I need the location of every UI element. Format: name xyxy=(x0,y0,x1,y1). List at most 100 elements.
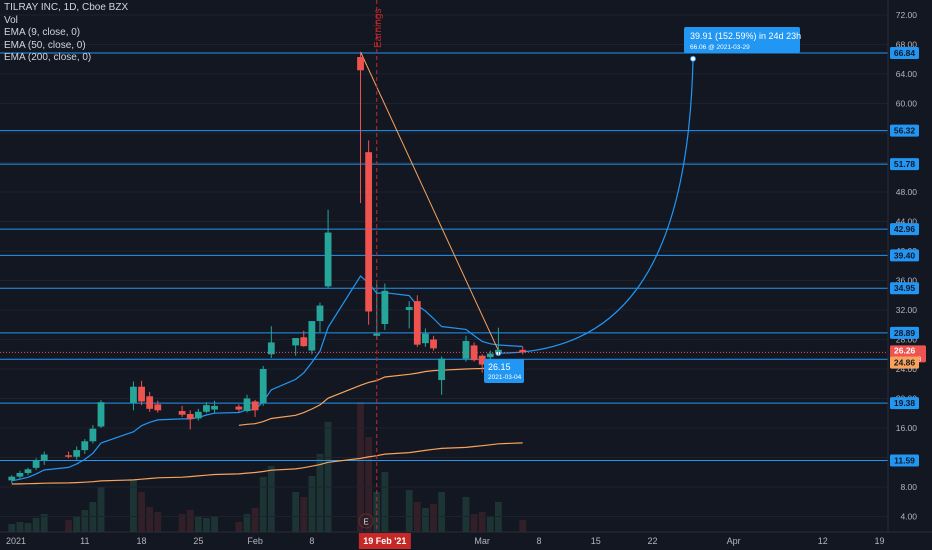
volume-bar xyxy=(73,516,81,532)
candle-body xyxy=(259,369,267,403)
candle xyxy=(235,404,243,412)
level-axis-label: 42.96 xyxy=(894,224,916,234)
volume-bar xyxy=(65,520,72,532)
candle xyxy=(89,425,97,444)
candle xyxy=(413,295,421,347)
level-axis-tag xyxy=(890,249,919,262)
volume-bar xyxy=(32,518,40,532)
candle xyxy=(300,330,308,347)
candle-body xyxy=(138,386,145,402)
ema-tag-bg xyxy=(890,356,919,369)
legend-ema9[interactable]: EMA (9, close, 0) xyxy=(4,27,81,38)
level-axis-tag xyxy=(890,223,919,236)
candle xyxy=(8,475,16,484)
volume-bar xyxy=(16,522,24,532)
time-tick-label: Apr xyxy=(727,536,741,546)
level-axis-label: 19.38 xyxy=(894,398,916,408)
candle xyxy=(178,405,186,417)
candle-body xyxy=(243,398,251,412)
legend-symbol[interactable]: TILRAY INC, 1D, Cboe BZX xyxy=(4,2,129,13)
candle xyxy=(381,283,389,330)
candle-body xyxy=(267,342,275,355)
volume-bar xyxy=(365,437,373,532)
candle-body xyxy=(300,337,308,347)
earnings-marker[interactable] xyxy=(358,513,374,529)
price-tick-label: 28.00 xyxy=(896,335,918,345)
ema50-line xyxy=(238,366,523,426)
volume-bar xyxy=(211,516,218,532)
candle xyxy=(146,391,154,412)
candle xyxy=(495,327,502,356)
ema-lines xyxy=(11,275,523,485)
candle-body xyxy=(519,349,527,353)
time-tick-label: Mar xyxy=(474,536,490,546)
candle-body xyxy=(32,460,40,468)
time-tick-label: 8 xyxy=(309,536,314,546)
time-tick-label: 19 xyxy=(875,536,885,546)
candle-body xyxy=(251,401,259,411)
price-tick-label: 36.00 xyxy=(896,276,918,286)
candle-body xyxy=(89,428,97,442)
level-axis-tag xyxy=(890,326,919,339)
level-axis-tag xyxy=(890,158,919,171)
candle xyxy=(519,346,527,355)
volume-bar xyxy=(40,514,48,532)
candle xyxy=(430,335,437,351)
projection-end-point[interactable] xyxy=(690,55,697,62)
candle-body xyxy=(486,353,494,358)
volume-bar xyxy=(438,492,446,532)
ema9-line xyxy=(11,275,523,482)
level-axis-label: 28.89 xyxy=(894,328,916,338)
price-tick-label: 4.00 xyxy=(900,512,917,522)
candle-body xyxy=(73,450,81,457)
volume-bar xyxy=(235,522,243,532)
time-tick-label: 22 xyxy=(647,536,657,546)
volume-bar xyxy=(194,517,202,532)
candle-body xyxy=(154,404,162,411)
legend-vol[interactable]: Vol xyxy=(4,14,18,26)
candle-body xyxy=(405,307,413,310)
candle xyxy=(81,439,89,454)
earnings-label: Earnings xyxy=(373,9,384,48)
projection-curve[interactable] xyxy=(498,58,694,354)
volume-bar xyxy=(422,508,429,532)
legend-ema50[interactable]: EMA (50, close, 0) xyxy=(4,39,86,51)
point-sub: 2021-03-04 xyxy=(488,374,522,381)
candle-body xyxy=(308,321,316,351)
volume-bars xyxy=(8,402,527,532)
volume-bar xyxy=(259,477,267,532)
candle-body xyxy=(211,405,218,410)
candle-body xyxy=(65,455,72,457)
candle xyxy=(251,399,259,417)
level-axis-label: 34.95 xyxy=(894,283,916,293)
volume-bar xyxy=(97,487,105,532)
candle xyxy=(24,467,32,476)
volume-bar xyxy=(186,510,194,532)
level-axis-label: 56.32 xyxy=(894,126,916,136)
trendline[interactable] xyxy=(360,51,499,351)
candles xyxy=(8,51,527,484)
candle-body xyxy=(146,396,154,409)
candle-body xyxy=(292,338,300,346)
price-tick-label: 68.00 xyxy=(896,40,918,50)
candle xyxy=(138,380,145,406)
level-axis-tag xyxy=(890,282,919,295)
candle-body xyxy=(24,469,32,473)
candle xyxy=(308,321,316,355)
candle-body xyxy=(194,411,202,419)
volume-bar xyxy=(300,497,308,532)
level-axis-tag xyxy=(890,397,919,410)
volume-bar xyxy=(357,402,364,532)
candle xyxy=(203,402,210,414)
time-tick-label: 8 xyxy=(536,536,541,546)
highlight-date-label: 19 Feb '21 xyxy=(363,536,406,546)
legend-ema200[interactable]: EMA (200, close, 0) xyxy=(4,52,92,63)
point-label: 26.15 xyxy=(488,362,511,372)
volume-bar xyxy=(146,507,154,532)
candle xyxy=(154,400,162,413)
candle xyxy=(194,408,202,421)
volume-bar xyxy=(470,514,478,532)
candle xyxy=(40,451,48,465)
